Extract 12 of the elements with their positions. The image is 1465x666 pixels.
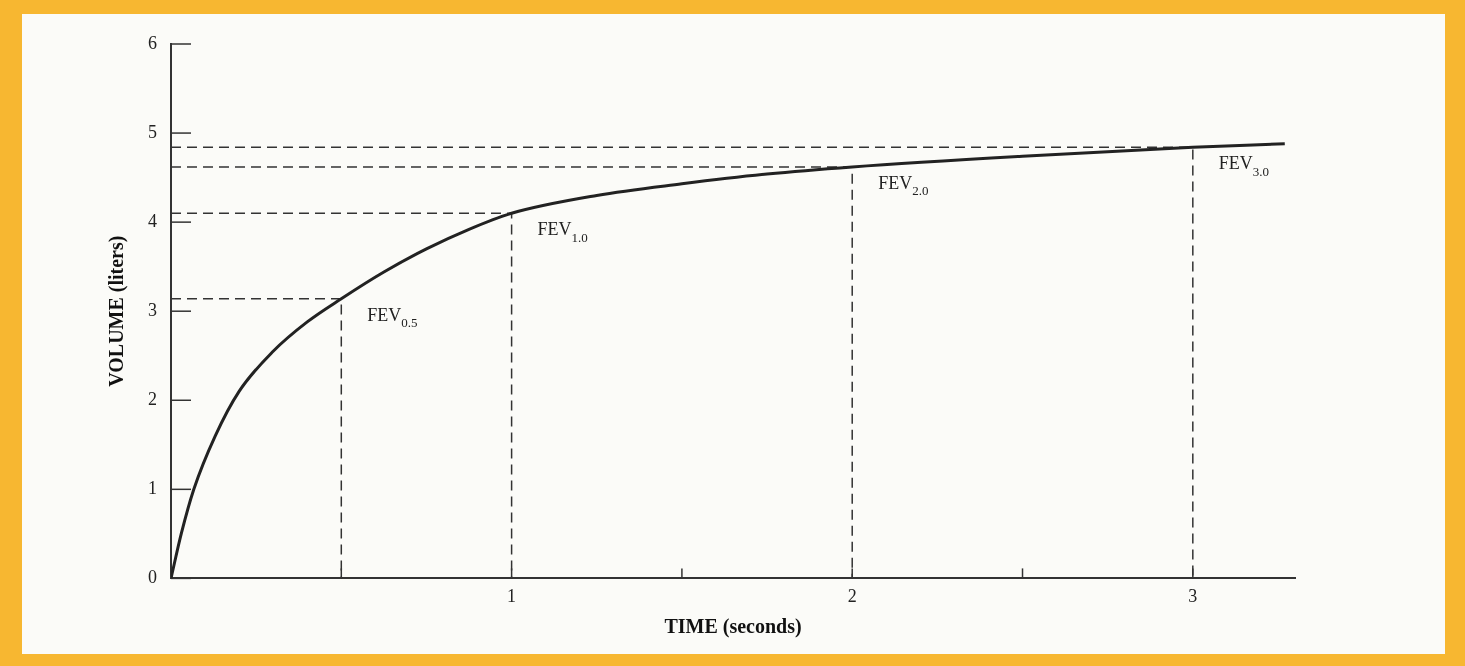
x-tick-label: 2 bbox=[847, 585, 857, 606]
y-tick-label: 3 bbox=[148, 299, 157, 320]
y-tick-label: 6 bbox=[148, 32, 157, 53]
y-tick-label: 0 bbox=[148, 567, 157, 588]
y-tick-label: 5 bbox=[148, 121, 157, 142]
y-tick-label: 1 bbox=[148, 478, 157, 499]
x-tick-label: 3 bbox=[1188, 585, 1198, 606]
y-axis-title: VOLUME (liters) bbox=[105, 235, 129, 387]
x-axis-title: TIME (seconds) bbox=[664, 615, 802, 639]
y-tick-label: 4 bbox=[148, 210, 157, 231]
x-tick-label: 1 bbox=[507, 585, 517, 606]
y-tick-label: 2 bbox=[148, 389, 157, 409]
